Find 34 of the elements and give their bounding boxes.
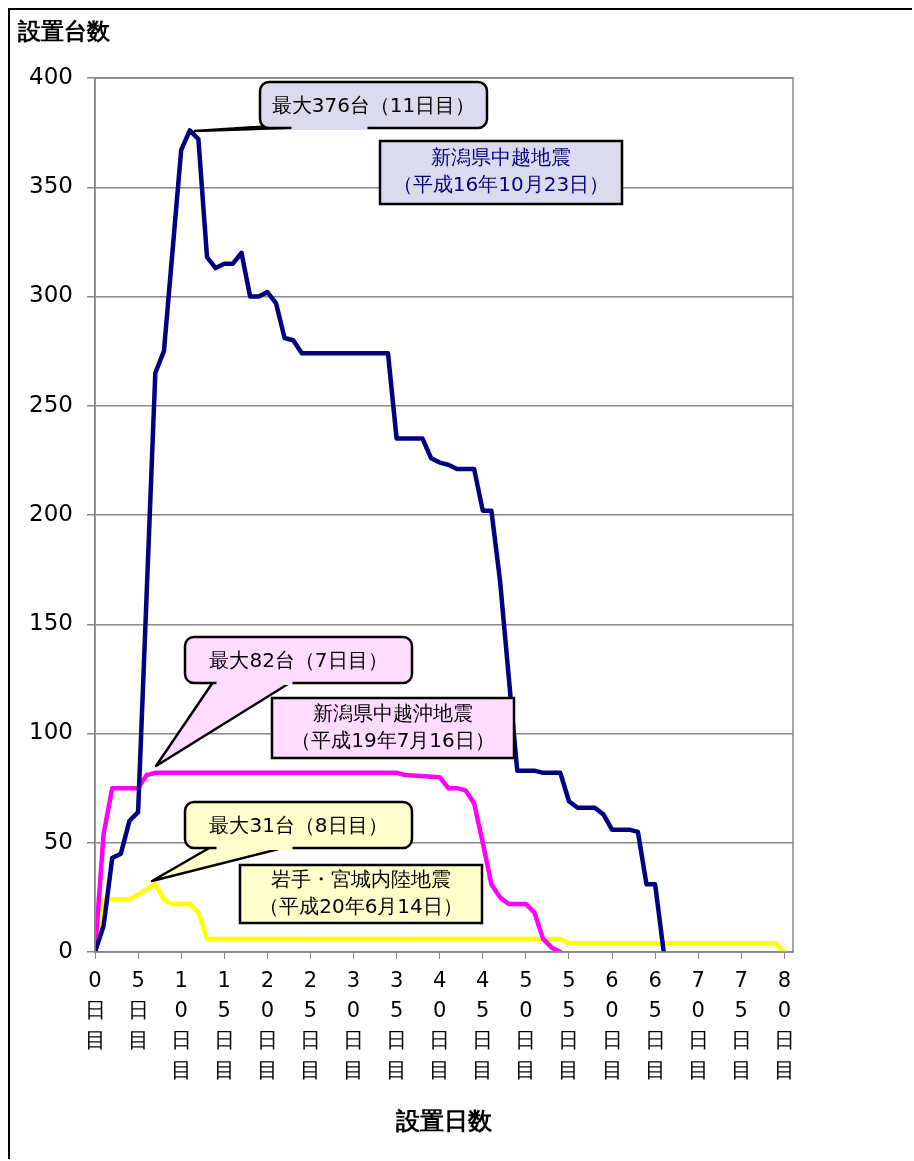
x-tick-label: 0日目 <box>84 968 106 1052</box>
x-tick-label: 5日目 <box>127 968 149 1052</box>
y-tick-label: 0 <box>58 936 73 963</box>
y-axis-title: 設置台数 <box>18 17 110 46</box>
y-tick-label: 200 <box>29 499 73 526</box>
text: 新潟県中越地震（平成16年10月23日） <box>392 145 610 197</box>
x-tick-label: 35日目 <box>386 968 408 1082</box>
x-tick-label: 55日目 <box>558 968 580 1082</box>
x-tick-label: 60日目 <box>601 968 623 1082</box>
y-tick-label: 400 <box>29 62 73 89</box>
x-axis-title: 設置日数 <box>395 1106 493 1135</box>
x-tick-label: 65日目 <box>644 968 666 1082</box>
x-tick-label: 10日目 <box>170 968 192 1082</box>
annotation: 最大31台（8日目） <box>209 813 388 837</box>
x-tick-label: 70日目 <box>687 968 709 1082</box>
y-tick-label: 300 <box>29 281 73 308</box>
x-tick-label: 40日目 <box>429 968 451 1082</box>
x-tick-label: 30日目 <box>343 968 365 1082</box>
x-tick-label: 25日目 <box>299 968 321 1082</box>
y-tick-label: 100 <box>29 718 73 745</box>
y-tick-label: 350 <box>29 172 73 199</box>
x-tick-label: 80日目 <box>773 968 795 1082</box>
y-tick-label: 150 <box>29 609 73 636</box>
y-tick-label: 250 <box>29 390 73 417</box>
x-tick-label: 45日目 <box>472 968 494 1082</box>
annotation: 最大376台（11日目） <box>271 93 476 117</box>
x-tick-label: 75日目 <box>730 968 752 1082</box>
series-label: 新潟県中越沖地震（平成19年7月16日） <box>291 700 495 752</box>
x-tick-label: 20日目 <box>256 968 278 1082</box>
x-tick-label: 50日目 <box>515 968 537 1082</box>
x-tick-label: 15日目 <box>213 968 235 1082</box>
series-label: 岩手・宮城内陸地震（平成20年6月14日） <box>259 866 463 918</box>
annotation: 最大82台（7日目） <box>209 648 388 672</box>
y-tick-label: 50 <box>43 827 73 854</box>
